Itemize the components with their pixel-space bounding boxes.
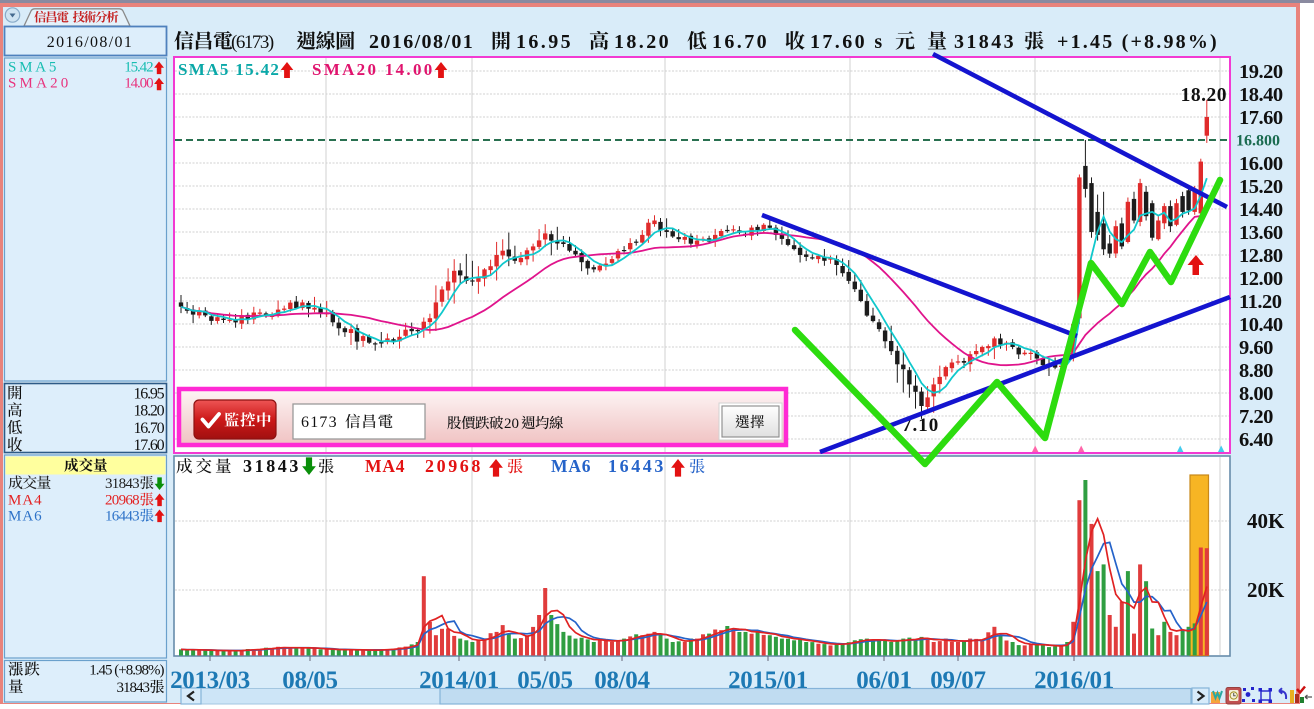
svg-text:05/05: 05/05	[517, 667, 572, 694]
svg-text:06/01: 06/01	[856, 667, 911, 694]
svg-text:7.10: 7.10	[902, 415, 939, 436]
svg-text:18.40: 18.40	[1239, 84, 1283, 106]
svg-text:2013/03: 2013/03	[170, 667, 250, 694]
svg-text:08/05: 08/05	[282, 667, 337, 694]
svg-text:14.00: 14.00	[124, 76, 153, 92]
svg-text:20968: 20968	[105, 493, 139, 509]
svg-text:20968: 20968	[425, 456, 483, 476]
svg-text:2016/01: 2016/01	[1034, 667, 1114, 694]
svg-text:17.60: 17.60	[1239, 107, 1283, 129]
svg-text:15.20: 15.20	[1239, 176, 1283, 198]
svg-text:09/07: 09/07	[930, 667, 985, 694]
svg-text:MA6: MA6	[8, 509, 43, 525]
svg-text:6173: 6173	[301, 414, 338, 431]
svg-text:SMA20 14.00: SMA20 14.00	[312, 60, 435, 79]
svg-text:08/04: 08/04	[594, 667, 650, 694]
svg-text:13.60: 13.60	[1239, 222, 1283, 244]
svg-text:2014/01: 2014/01	[419, 667, 499, 694]
svg-text:11.20: 11.20	[1239, 291, 1282, 313]
svg-text:SMA5: SMA5	[8, 59, 59, 75]
svg-text:31843: 31843	[243, 456, 301, 476]
svg-text:20: 20	[504, 416, 519, 432]
svg-text:7.20: 7.20	[1239, 406, 1273, 428]
svg-text:18.20: 18.20	[1181, 85, 1227, 106]
svg-text:12.00: 12.00	[1239, 268, 1283, 290]
svg-text:2016/08/01: 2016/08/01	[47, 34, 133, 51]
svg-text:16.70: 16.70	[712, 31, 769, 53]
svg-text:19.20: 19.20	[1239, 61, 1283, 83]
svg-text:8.00: 8.00	[1239, 383, 1273, 405]
svg-text:1.45 (+8.98%): 1.45 (+8.98%)	[89, 663, 164, 679]
svg-text:12.80: 12.80	[1239, 245, 1283, 267]
svg-text:17.60: 17.60	[133, 437, 164, 454]
svg-text:40K: 40K	[1247, 509, 1285, 533]
svg-text:17.60 s: 17.60 s	[810, 31, 885, 53]
svg-text:(6173): (6173)	[231, 32, 274, 53]
svg-text:2015/01: 2015/01	[728, 667, 808, 694]
svg-text:14.40: 14.40	[1239, 199, 1283, 221]
svg-text:31843: 31843	[954, 31, 1016, 53]
svg-text:8.80: 8.80	[1239, 360, 1273, 382]
svg-text:16443: 16443	[105, 509, 139, 525]
svg-text:18.20: 18.20	[614, 31, 671, 53]
svg-text:10.40: 10.40	[1239, 314, 1283, 336]
svg-text:2016/08/01: 2016/08/01	[369, 31, 474, 53]
svg-text:16.95: 16.95	[516, 31, 573, 53]
svg-text:18.20: 18.20	[133, 403, 164, 420]
svg-text:20K: 20K	[1247, 578, 1285, 602]
svg-text:MA4: MA4	[8, 493, 43, 509]
svg-text:+1.45 (+8.98%): +1.45 (+8.98%)	[1057, 31, 1219, 53]
svg-text:16.95: 16.95	[133, 385, 164, 402]
svg-text:16443: 16443	[608, 456, 666, 476]
svg-text:16.800: 16.800	[1236, 133, 1280, 150]
svg-text:31843: 31843	[117, 680, 150, 696]
svg-text:16.00: 16.00	[1239, 153, 1283, 175]
svg-text:MA6: MA6	[551, 456, 591, 476]
svg-text:SMA20: SMA20	[8, 76, 72, 92]
svg-text:6.40: 6.40	[1239, 429, 1273, 451]
svg-text:31843: 31843	[105, 476, 139, 492]
svg-text:16.70: 16.70	[133, 420, 164, 437]
svg-text:9.60: 9.60	[1239, 337, 1273, 359]
svg-text:15.42: 15.42	[124, 59, 153, 75]
svg-text:MA4: MA4	[365, 456, 405, 476]
svg-text:SMA5 15.42: SMA5 15.42	[178, 60, 280, 79]
